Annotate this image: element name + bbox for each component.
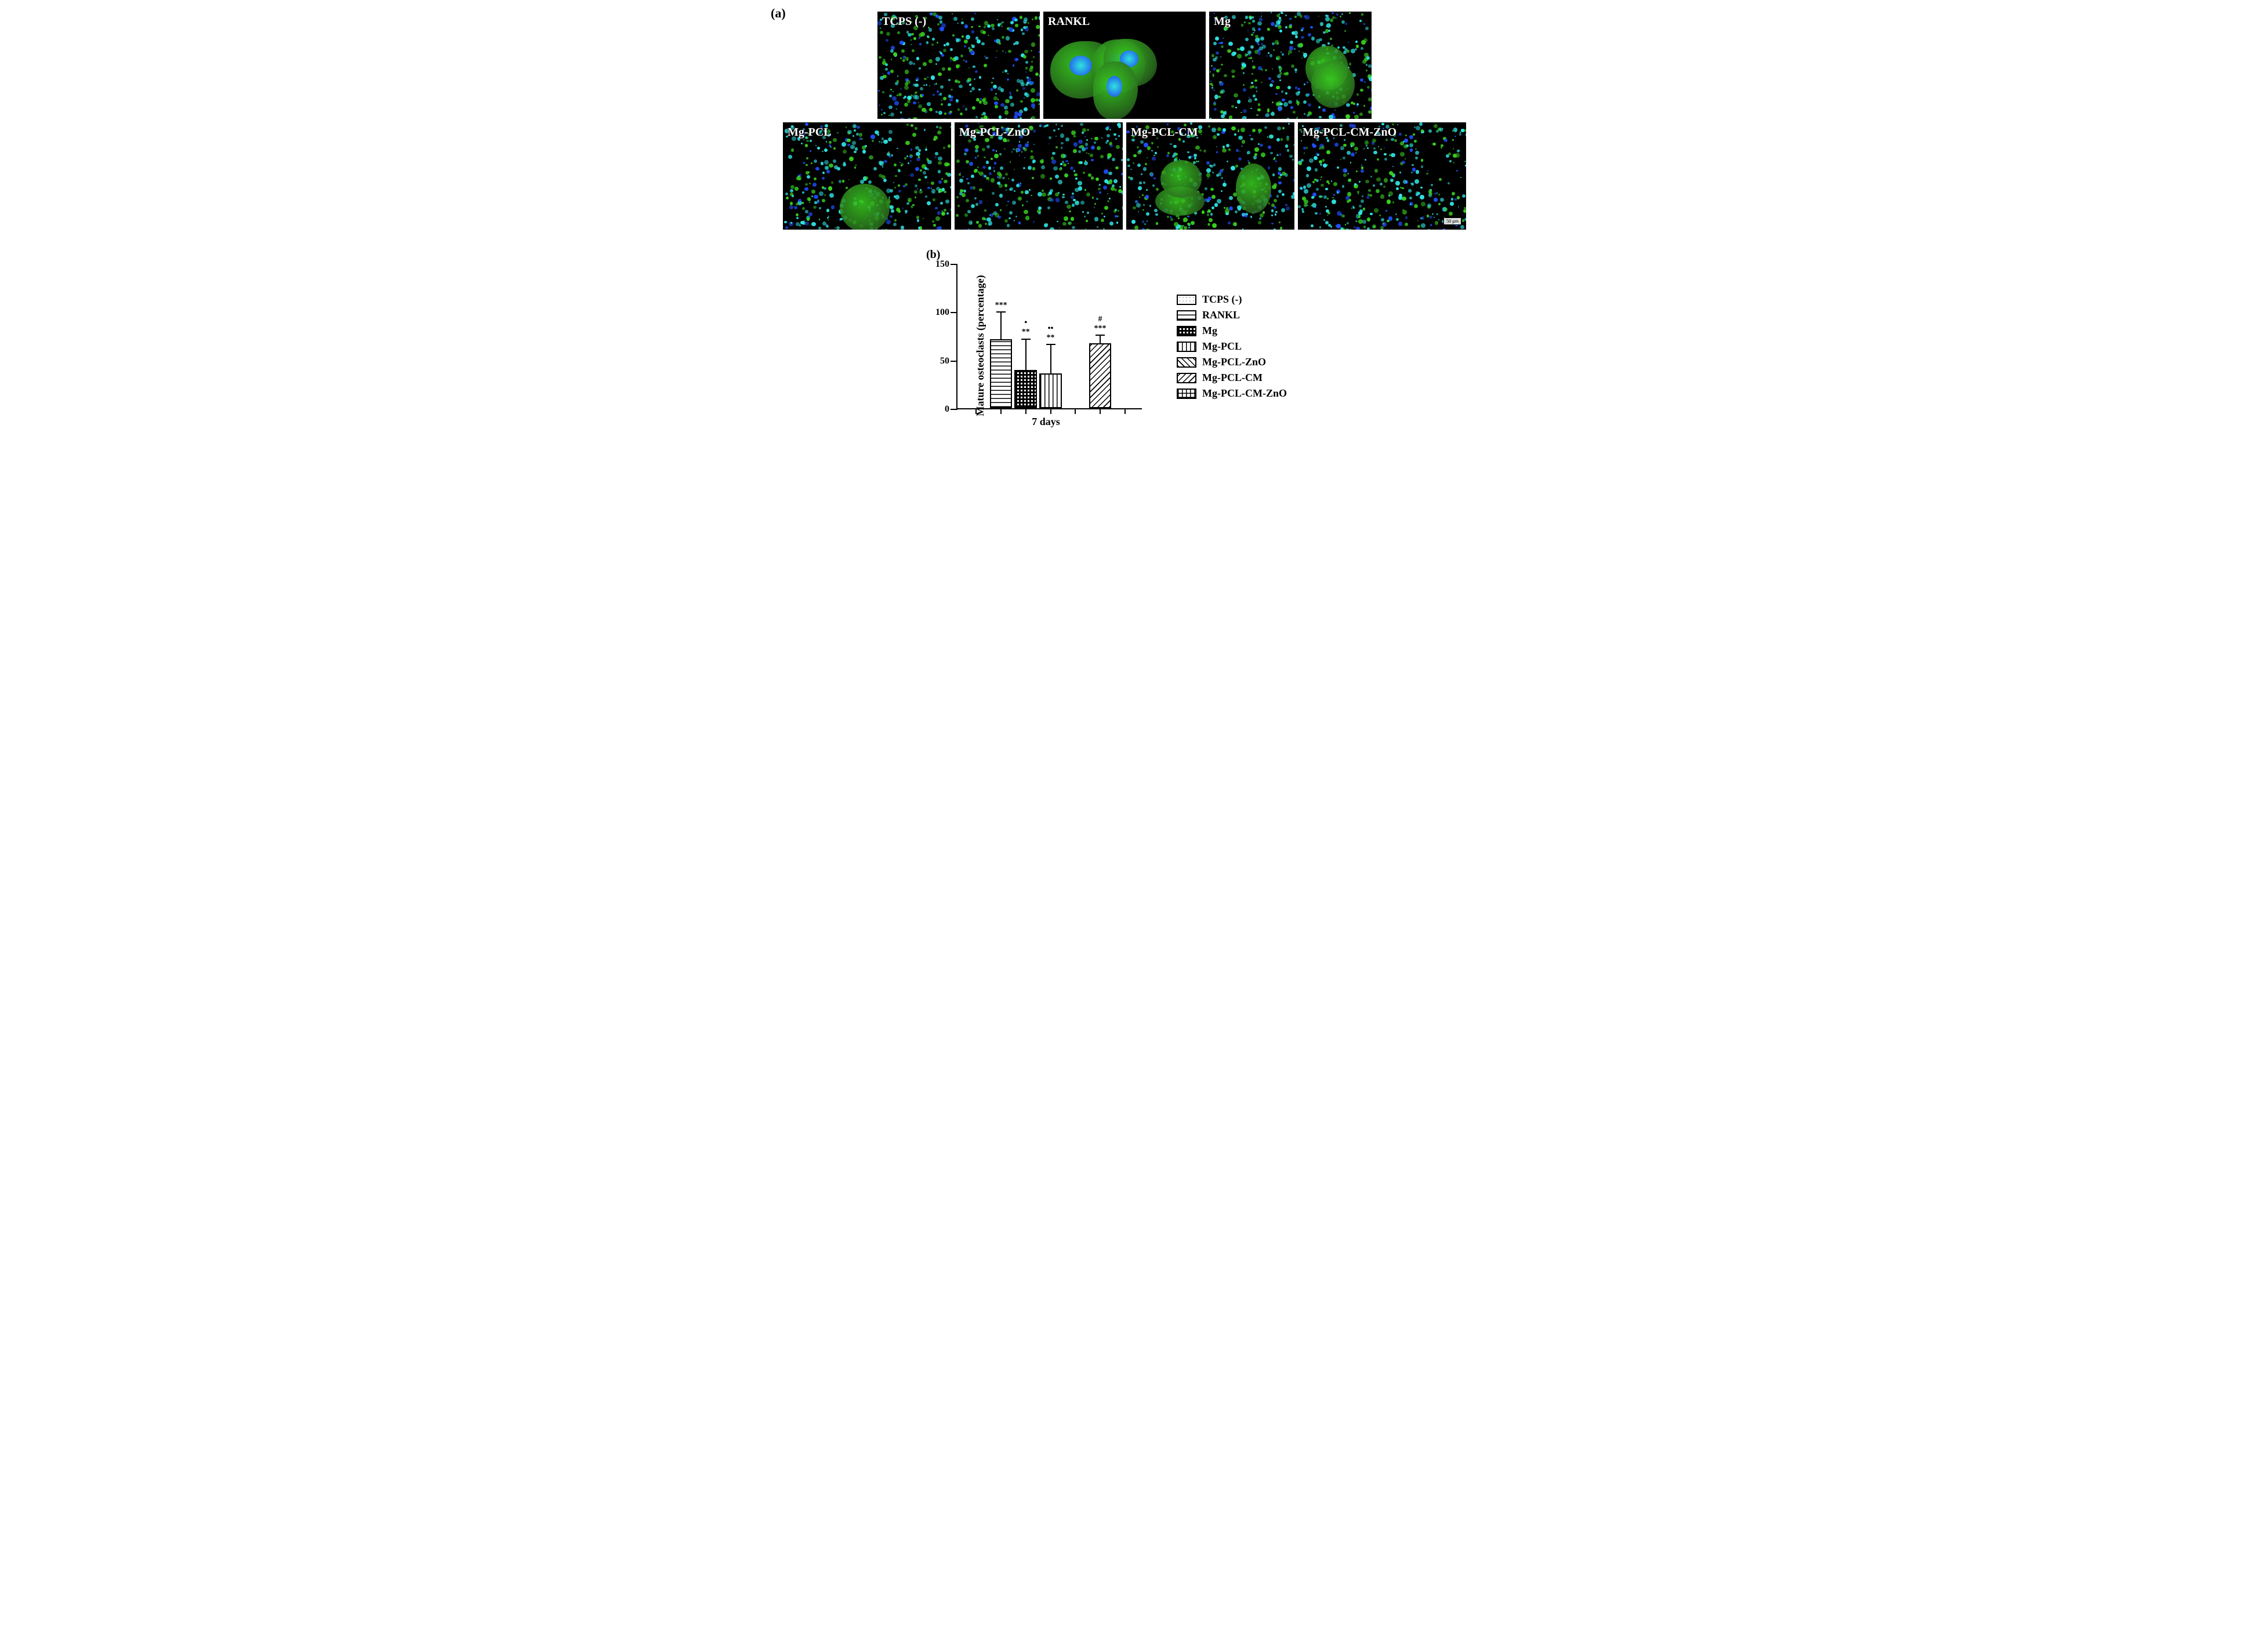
legend-label: RANKL xyxy=(1202,309,1240,321)
bar-slot: **• xyxy=(1014,264,1037,408)
significance-marker: # xyxy=(1098,315,1102,324)
panel-a-label: (a) xyxy=(771,6,786,21)
error-cap xyxy=(1046,344,1055,345)
bar-chart: Mature osteoclasts (percentage) 7 days *… xyxy=(916,253,1159,438)
cell-layer xyxy=(1209,12,1372,119)
error-bar xyxy=(1000,312,1002,339)
legend-item: TCPS (-) xyxy=(1177,293,1287,306)
x-axis xyxy=(956,408,1142,409)
legend-item: RANKL xyxy=(1177,309,1287,321)
micrograph-tile: RANKL xyxy=(1043,12,1206,119)
micrograph-tile: Mg-PCL-ZnO xyxy=(955,122,1123,230)
error-bar xyxy=(1050,344,1051,373)
legend: TCPS (-) RANKL Mg Mg-PCL Mg-PCL-ZnO Mg-PCL-CM… xyxy=(1177,293,1287,403)
chart-area: Mature osteoclasts (percentage) 7 days *… xyxy=(916,253,1391,438)
bars-container: *****•**••***# xyxy=(965,264,1136,408)
significance-marker: •• xyxy=(1048,324,1054,333)
micrograph-label: Mg-PCL-CM xyxy=(1131,126,1198,139)
micrograph-label: Mg-PCL-CM-ZnO xyxy=(1303,126,1396,139)
x-axis-title: 7 days xyxy=(1032,416,1060,428)
legend-label: Mg-PCL-ZnO xyxy=(1202,356,1266,368)
scale-bar: 50 µm xyxy=(1443,217,1461,225)
y-tick xyxy=(951,264,957,265)
legend-swatch xyxy=(1177,310,1196,321)
y-tick-label: 100 xyxy=(935,307,949,318)
bar-slot: **•• xyxy=(1039,264,1062,408)
micrograph-label: TCPS (-) xyxy=(882,15,926,28)
bar xyxy=(1089,343,1112,408)
significance-marker: ** xyxy=(1047,333,1055,342)
legend-swatch xyxy=(1177,357,1196,368)
panel-a: (a) TCPS (-)RANKLMg Mg-PCLMg-PCL-ZnOMg-P… xyxy=(777,12,1472,230)
bar-slot xyxy=(1064,264,1087,408)
x-tick xyxy=(1025,409,1026,414)
y-tick-label: 150 xyxy=(935,259,949,270)
error-cap xyxy=(1021,339,1031,340)
y-axis xyxy=(956,264,957,409)
x-tick xyxy=(1075,409,1076,414)
x-tick xyxy=(975,409,977,414)
legend-item: Mg-PCL-CM-ZnO xyxy=(1177,387,1287,400)
significance-marker: *** xyxy=(1094,324,1106,333)
y-tick-label: 50 xyxy=(940,356,949,366)
x-tick xyxy=(1100,409,1101,414)
micrograph-label: Mg-PCL xyxy=(788,126,832,139)
legend-item: Mg-PCL-CM xyxy=(1177,372,1287,384)
micrograph-tile: Mg-PCL-CM-ZnO 50 µm xyxy=(1298,122,1466,230)
figure: (a) TCPS (-)RANKLMg Mg-PCLMg-PCL-ZnOMg-P… xyxy=(777,12,1472,438)
bar xyxy=(1014,370,1037,408)
error-bar xyxy=(1100,335,1101,343)
y-tick xyxy=(951,409,957,410)
legend-swatch xyxy=(1177,389,1196,399)
micrograph-label: RANKL xyxy=(1048,15,1090,28)
micrograph-tile: Mg-PCL xyxy=(783,122,951,230)
bar-slot: ***# xyxy=(1089,264,1112,408)
x-tick xyxy=(1050,409,1051,414)
legend-label: Mg xyxy=(1202,325,1217,337)
x-tick xyxy=(1000,409,1002,414)
legend-swatch xyxy=(1177,295,1196,305)
significance-marker: ** xyxy=(1022,328,1030,336)
legend-label: TCPS (-) xyxy=(1202,293,1242,306)
bar-slot xyxy=(965,264,988,408)
legend-swatch xyxy=(1177,373,1196,383)
y-tick xyxy=(951,312,957,313)
significance-marker: • xyxy=(1024,318,1027,327)
legend-label: Mg-PCL xyxy=(1202,340,1242,353)
bar xyxy=(1039,373,1062,408)
legend-item: Mg-PCL-ZnO xyxy=(1177,356,1287,368)
bar-slot: *** xyxy=(990,264,1013,408)
legend-item: Mg-PCL xyxy=(1177,340,1287,353)
legend-label: Mg-PCL-CM xyxy=(1202,372,1263,384)
bar xyxy=(990,339,1013,408)
legend-item: Mg xyxy=(1177,325,1287,337)
legend-label: Mg-PCL-CM-ZnO xyxy=(1202,387,1287,400)
error-bar xyxy=(1025,339,1026,370)
x-tick xyxy=(1124,409,1126,414)
bar-slot xyxy=(1113,264,1136,408)
panel-b: (b) Mature osteoclasts (percentage) 7 da… xyxy=(916,253,1391,438)
micrograph-row-1: TCPS (-) RANKL Mg xyxy=(777,12,1472,119)
significance-marker: *** xyxy=(995,301,1007,310)
micrograph-tile: TCPS (-) xyxy=(877,12,1040,119)
micrograph-tile: Mg xyxy=(1209,12,1372,119)
legend-swatch xyxy=(1177,342,1196,352)
micrograph-label: Mg-PCL-ZnO xyxy=(959,126,1030,139)
micrograph-tile: Mg-PCL-CM xyxy=(1126,122,1294,230)
micrograph-row-2: Mg-PCL Mg-PCL-ZnO Mg-PCL-CM Mg-PCL-CM-ZnO 50… xyxy=(777,122,1472,230)
legend-swatch xyxy=(1177,326,1196,336)
y-tick-label: 0 xyxy=(945,404,949,415)
micrograph-label: Mg xyxy=(1214,15,1231,28)
error-cap xyxy=(1096,335,1105,336)
y-tick xyxy=(951,361,957,362)
error-cap xyxy=(996,311,1006,313)
